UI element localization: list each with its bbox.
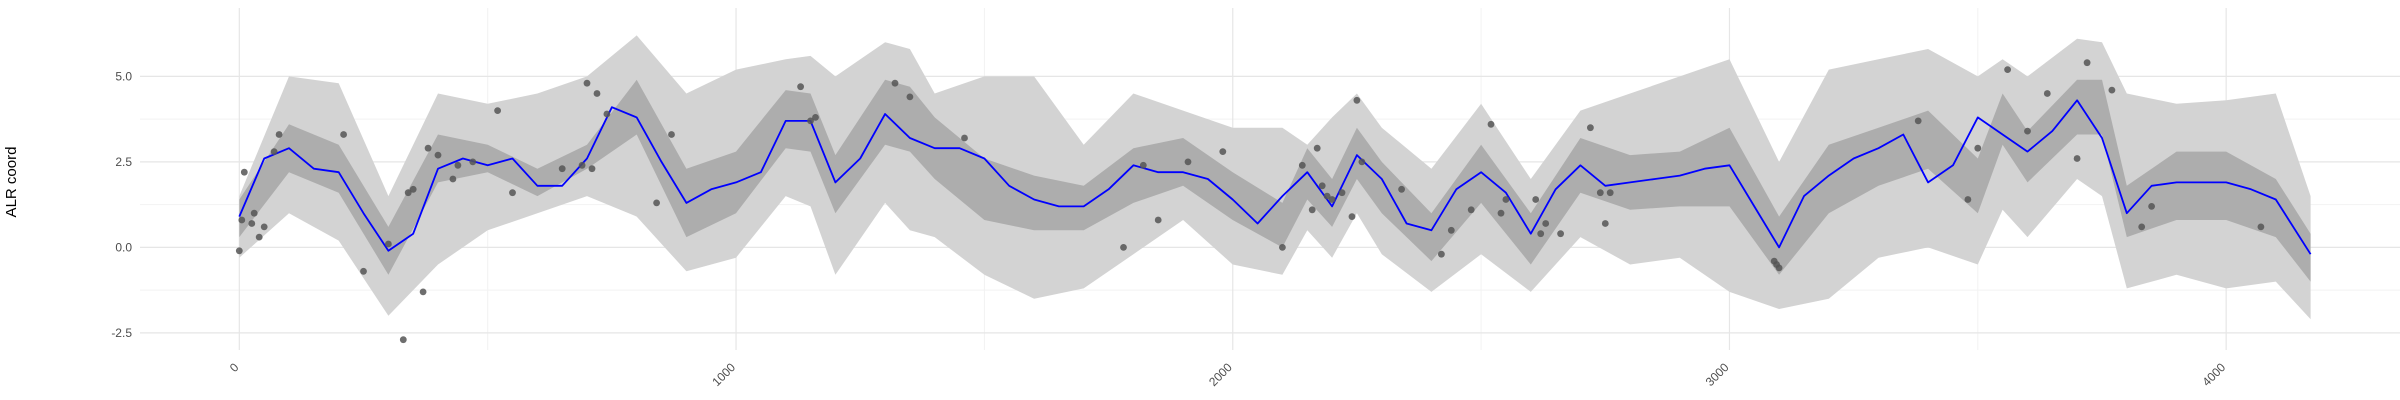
data-point [2004,66,2011,73]
data-point [1542,220,1550,227]
data-point [578,161,586,169]
data-point [906,93,914,101]
data-point [2138,223,2146,231]
data-point [454,161,462,169]
data-point [1447,226,1455,234]
data-point [424,144,432,152]
data-point [1279,244,1286,251]
data-point [385,240,392,248]
data-point [238,216,246,224]
data-point [409,185,417,193]
data-point [469,158,477,166]
x-tick-label: 1000 [709,360,738,389]
observed-points [235,59,2265,344]
data-point [1596,189,1604,197]
data-point [653,199,660,207]
data-point [1139,161,1147,169]
y-axis-title: ALR coord [3,147,20,218]
data-point [2073,155,2081,162]
x-tick-label: 0 [227,360,242,375]
data-point [1532,196,1540,203]
data-point [558,165,566,173]
x-tick-label: 3000 [1703,360,1732,389]
data-point [1775,264,1783,272]
data-point [1537,230,1545,238]
data-point [1353,96,1361,104]
y-tick-label: 5.0 [115,69,132,83]
credible-bands [239,35,2311,320]
data-point [1964,196,1972,203]
data-point [399,336,407,344]
data-point [588,165,596,173]
data-point [270,148,278,156]
data-point [1184,158,1192,166]
data-point [1313,144,1321,152]
data-point [1298,161,1306,169]
data-point [1120,244,1127,251]
data-point [1219,148,1227,156]
data-point [2083,59,2091,67]
data-point [250,209,258,217]
data-point [891,79,899,87]
data-point [2043,90,2051,97]
inner-credible-band [239,79,2311,282]
data-point [1308,206,1316,214]
x-tick-label: 2000 [1206,360,1235,389]
data-point [797,83,804,91]
data-point [404,189,412,197]
data-point [360,267,367,275]
data-point [583,79,591,87]
data-point [1914,117,1922,125]
data-point [1348,213,1356,221]
data-point [2148,203,2156,210]
y-tick-label: 0.0 [115,240,132,254]
data-point [1467,206,1475,214]
data-point [961,134,968,142]
data-point [1587,124,1594,132]
data-point [1606,189,1614,197]
data-point [248,220,256,227]
data-point [1318,182,1326,190]
data-point [260,223,268,231]
data-point [2108,86,2116,94]
data-point [340,131,347,138]
data-point [593,90,601,97]
data-point [1601,220,1609,227]
data-point [1497,209,1505,217]
data-point [494,107,501,114]
data-point [1557,230,1564,238]
x-tick-label: 4000 [2199,360,2228,389]
data-point [255,233,263,241]
data-point [1502,196,1510,203]
data-point [1323,192,1331,200]
data-point [2257,223,2265,231]
data-point [812,114,819,121]
data-point [275,131,283,138]
data-point [419,288,427,296]
y-tick-label: -2.5 [111,326,132,340]
data-point [1358,158,1366,166]
data-point [235,247,243,255]
data-point [434,151,442,159]
data-point [1328,196,1336,203]
data-point [807,117,814,125]
data-point [1398,185,1405,193]
data-point [240,168,248,176]
data-point [449,175,457,183]
data-point [603,110,611,118]
data-point [1438,250,1445,258]
data-point [668,131,675,138]
data-point [2024,127,2031,135]
data-point [1338,189,1346,197]
data-point [509,189,516,197]
y-tick-label: 2.5 [115,155,132,169]
data-point [1487,120,1495,128]
data-point [1974,144,1982,152]
data-point [1154,216,1162,224]
